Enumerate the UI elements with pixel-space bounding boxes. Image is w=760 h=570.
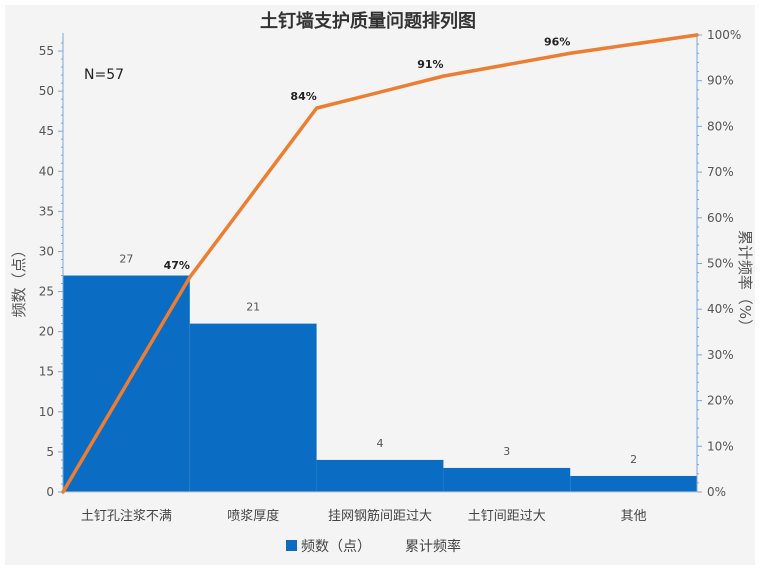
left-tick-label-8: 40	[39, 164, 54, 178]
left-tick-label-3: 15	[39, 365, 54, 379]
left-tick-label-2: 10	[39, 405, 54, 419]
bar-value-label-1: 21	[246, 301, 260, 314]
left-tick-label-7: 35	[39, 204, 54, 218]
left-tick-label-0: 0	[46, 485, 54, 499]
right-tick-label-1: 10%	[707, 439, 734, 453]
right-tick-label-10: 100%	[707, 28, 741, 42]
right-tick-label-0: 0%	[707, 485, 726, 499]
y-axis-title: 频数（点）	[10, 242, 28, 317]
right-tick-label-8: 80%	[707, 119, 734, 133]
bar-3	[443, 467, 571, 492]
cumulative-label-3: 96%	[544, 35, 570, 48]
left-tick-label-1: 5	[46, 445, 54, 459]
category-label-0: 土钉孔注浆不满	[81, 509, 172, 524]
right-tick-label-2: 20%	[707, 394, 734, 408]
right-tick-label-4: 40%	[707, 302, 734, 316]
legend-label-bars: 频数（点）	[301, 539, 371, 555]
right-tick-label-6: 60%	[707, 211, 734, 225]
left-tick-label-6: 30	[39, 244, 54, 258]
category-label-4: 其他	[621, 509, 647, 524]
cumulative-label-2: 91%	[417, 58, 443, 71]
right-tick-label-3: 30%	[707, 348, 734, 362]
left-tick-label-10: 50	[39, 84, 54, 98]
bar-1	[189, 323, 317, 492]
sample-size-annotation: N=57	[84, 67, 124, 83]
bar-value-label-2: 4	[377, 437, 384, 450]
right-tick-label-5: 50%	[707, 257, 734, 271]
cumulative-frequency-line	[61, 33, 699, 494]
right-tick-label-9: 90%	[707, 74, 734, 88]
bar-2	[316, 459, 444, 492]
category-label-3: 土钉间距过大	[468, 509, 546, 524]
cumulative-line-group: 47% 84% 91% 96%	[61, 33, 699, 494]
cumulative-label-1: 84%	[290, 90, 316, 103]
chart-title: 土钉墙支护质量问题排列图	[260, 10, 476, 32]
right-tick-label-7: 70%	[707, 165, 734, 179]
left-tick-label-5: 25	[39, 285, 54, 299]
y2-axis-title: 累计频率（%）	[736, 230, 754, 334]
right-axis: 0% 10% 20% 30% 40% 50% 60% 70% 80% 90% 100%	[696, 28, 741, 499]
left-axis: 0 5 10 15 20 25 30 35 40 45 50 55	[39, 33, 64, 499]
legend-swatch-bars	[286, 540, 297, 551]
category-labels: 土钉孔注浆不满 喷浆厚度 挂网钢筋间距过大 土钉间距过大 其他	[81, 508, 647, 524]
left-tick-label-11: 55	[39, 44, 54, 58]
bar-value-label-3: 3	[503, 445, 510, 458]
legend-label-line: 累计频率	[405, 538, 461, 555]
bar-value-label-4: 2	[630, 453, 637, 466]
legend: 频数（点） 累计频率	[286, 538, 461, 555]
left-tick-label-4: 20	[39, 325, 54, 339]
category-label-2: 挂网钢筋间距过大	[328, 508, 432, 524]
bar-value-label-0: 27	[119, 253, 133, 266]
bar-4	[570, 475, 697, 492]
bar-group: 27 21 4 3 2	[63, 253, 697, 493]
category-label-1: 喷浆厚度	[227, 508, 279, 524]
cumulative-label-0: 47%	[164, 259, 190, 272]
left-tick-label-9: 45	[39, 124, 54, 138]
